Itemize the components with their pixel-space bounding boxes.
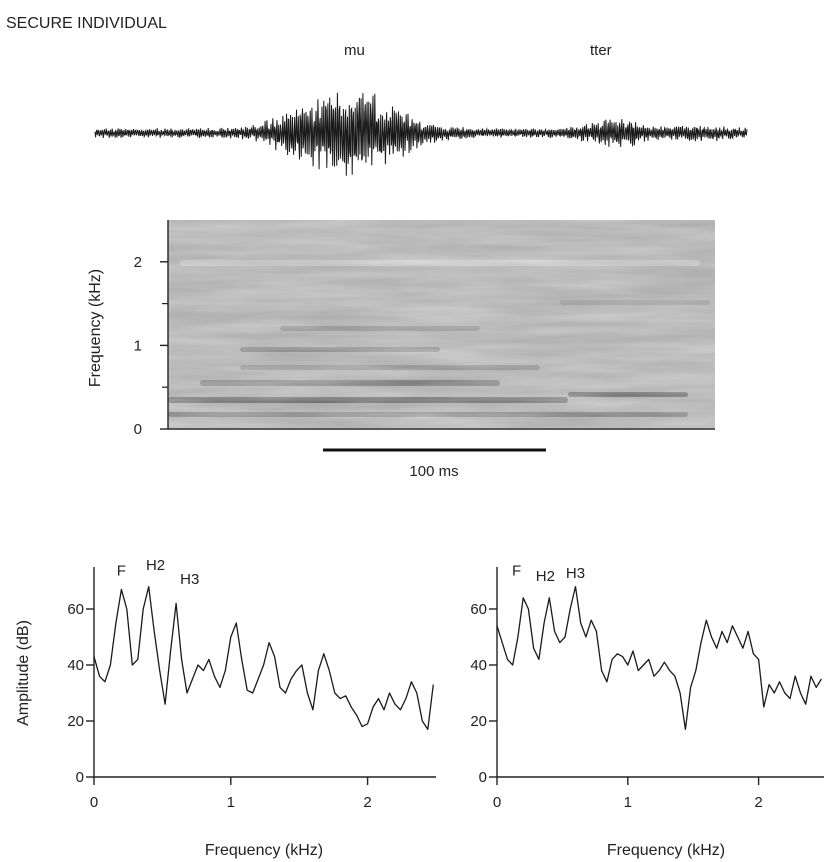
time-scale-bar-label: 100 ms — [409, 463, 458, 480]
y-tick-label: 20 — [470, 713, 487, 730]
y-tick-label: 60 — [470, 601, 487, 618]
x-tick-label: 0 — [90, 794, 98, 811]
harmonic-label: F — [117, 562, 126, 579]
spectrogram-y-label: Frequency (kHz) — [87, 269, 104, 387]
segment-label-mu: mu — [344, 42, 365, 59]
y-tick-label: 0 — [76, 769, 84, 786]
spectrogram-y-ticks: 0 1 2 — [134, 254, 168, 438]
x-tick-label: 2 — [363, 794, 371, 811]
spectrum-right-annotations: F H2 H3 — [512, 562, 585, 585]
spectrum-right-trace — [496, 585, 822, 731]
waveform-panel: mu tter — [94, 42, 748, 176]
x-tick-label: 2 — [754, 794, 762, 811]
spectrum-left-x-label: Frequency (kHz) — [205, 842, 323, 859]
y-tick-label: 20 — [67, 713, 84, 730]
harmonic-label: H2 — [146, 557, 165, 574]
spectrogram-panel: 0 1 2 Frequency (kHz) 100 ms — [87, 220, 715, 480]
y-tick-label: 60 — [67, 601, 84, 618]
x-tick-label: 0 — [493, 794, 501, 811]
y-tick-label: 40 — [67, 657, 84, 674]
segment-label-tter: tter — [590, 42, 612, 59]
figure-title: SECURE INDIVIDUAL — [6, 15, 167, 32]
spectrum-left-ticks: 0 20 40 60 0 1 2 — [67, 601, 371, 811]
harmonic-label: F — [512, 562, 521, 579]
spectrum-left-panel: 0 20 40 60 0 1 2 F H2 H3 Amplitude (dB) Frequenc… — [15, 557, 436, 859]
y-tick-label: 40 — [470, 657, 487, 674]
spectrum-right-ticks: 0 20 40 60 0 1 2 — [470, 601, 762, 811]
waveform-trace — [94, 92, 748, 176]
spectrogram-noise — [168, 220, 715, 428]
spectrogram-y-tick-label: 2 — [134, 254, 142, 271]
harmonic-label: H3 — [566, 565, 585, 582]
spectrum-left-y-label: Amplitude (dB) — [15, 620, 32, 726]
spectrum-right-x-label: Frequency (kHz) — [607, 842, 725, 859]
spectrogram-y-tick-label: 1 — [134, 337, 142, 354]
harmonic-label: H3 — [180, 571, 199, 588]
spectrum-left-annotations: F H2 H3 — [117, 557, 200, 588]
spectrum-right-panel: 0 20 40 60 0 1 2 F H2 H3 Frequency (kHz) — [470, 562, 824, 859]
y-tick-label: 0 — [479, 769, 487, 786]
spectrum-left-trace — [93, 585, 434, 731]
x-tick-label: 1 — [624, 794, 632, 811]
harmonic-label: H2 — [536, 568, 555, 585]
spectrogram-y-tick-label: 0 — [134, 421, 142, 438]
x-tick-label: 1 — [227, 794, 235, 811]
